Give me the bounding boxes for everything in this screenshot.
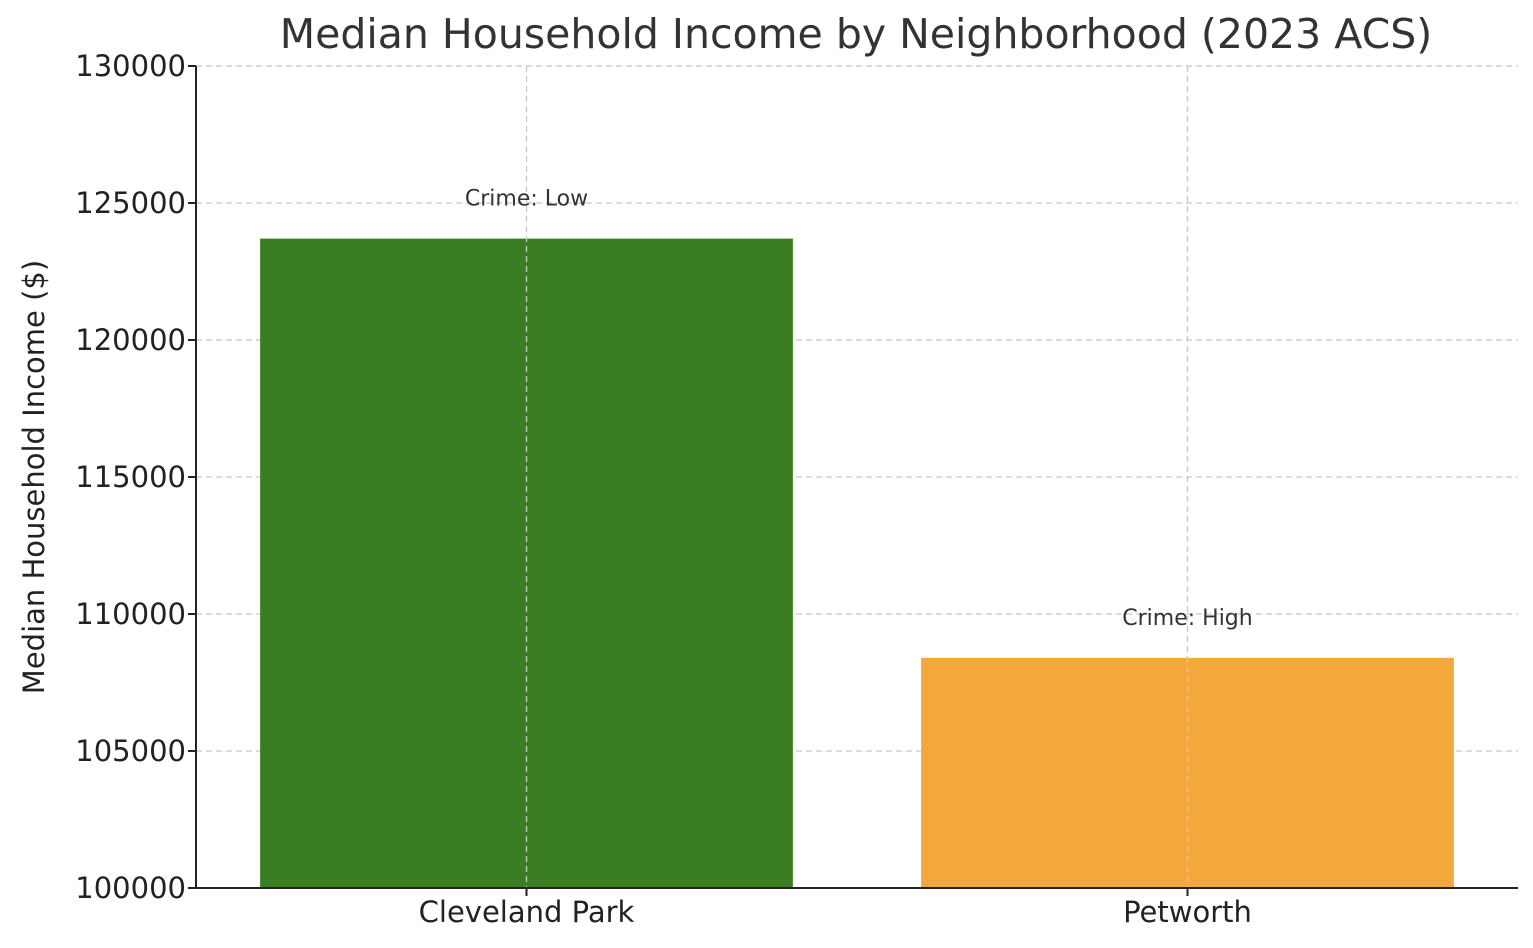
y-tick-label: 130000: [75, 49, 186, 83]
y-axis-label: Median Household Income ($): [17, 260, 51, 694]
y-tick-label: 125000: [75, 186, 186, 220]
bars: [260, 66, 1454, 888]
y-tick-label: 100000: [75, 871, 186, 905]
chart-title: Median Household Income by Neighborhood …: [280, 10, 1432, 58]
x-tick-label: Cleveland Park: [419, 895, 635, 929]
y-tick-label: 115000: [75, 460, 186, 494]
bar-annotation: Crime: High: [1122, 606, 1252, 631]
x-tick-labels: Cleveland Park Petworth: [419, 895, 1252, 929]
y-tick-label: 120000: [75, 323, 186, 357]
x-tick-label: Petworth: [1123, 895, 1252, 929]
bar-petworth: [921, 657, 1454, 888]
bar-annotation: Crime: Low: [465, 187, 588, 212]
bar-annotations: Crime: Low Crime: High: [465, 187, 1253, 631]
axes: [188, 65, 1518, 896]
y-tick-label: 105000: [75, 734, 186, 768]
y-tick-labels: 100000 105000 110000 115000 120000 125000 1300…: [75, 49, 186, 905]
y-tick-label: 110000: [75, 597, 186, 631]
